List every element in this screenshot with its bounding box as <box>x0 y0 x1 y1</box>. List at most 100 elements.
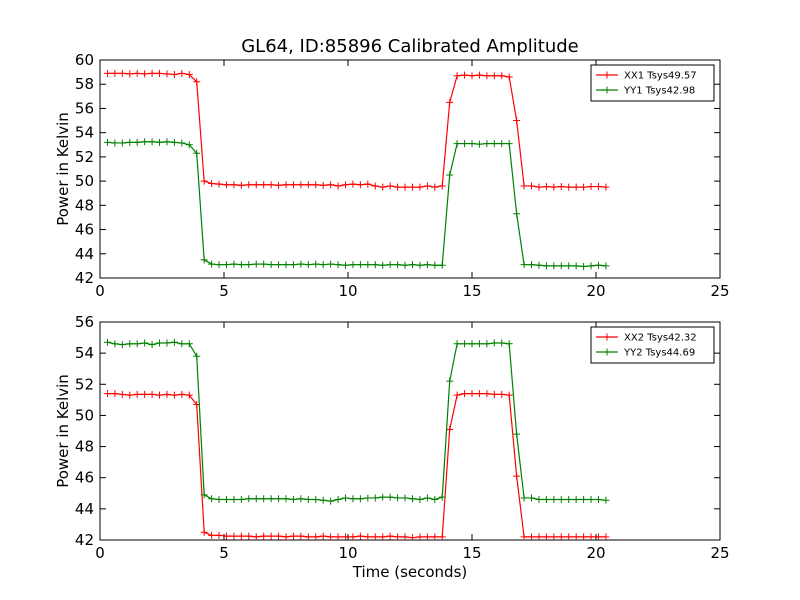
data-point <box>498 72 506 80</box>
y-tick-label: 60 <box>75 51 94 69</box>
data-point <box>468 72 476 80</box>
data-point <box>275 261 283 269</box>
data-point <box>178 139 186 147</box>
data-point <box>267 261 275 269</box>
data-point <box>327 260 335 268</box>
data-point <box>141 339 149 347</box>
data-point <box>542 496 550 504</box>
data-point <box>267 181 275 189</box>
y-tick-label: 58 <box>75 75 94 93</box>
data-point <box>461 390 469 398</box>
series-line <box>107 341 606 502</box>
data-point <box>542 183 550 191</box>
data-point <box>594 533 602 540</box>
data-point <box>461 340 469 348</box>
subplot-2: 0 5 10 15 20 25 42 44 46 48 50 52 54 56 Power in Kelvi… <box>54 313 730 581</box>
data-point <box>602 496 610 504</box>
data-point <box>349 180 357 188</box>
data-point <box>475 390 483 398</box>
data-point <box>528 533 536 540</box>
data-point <box>304 496 312 504</box>
data-point <box>364 533 372 540</box>
data-point <box>334 182 342 190</box>
data-point <box>193 78 201 86</box>
data-point <box>371 182 379 190</box>
data-point <box>252 260 260 268</box>
data-point <box>342 261 350 269</box>
data-point <box>356 261 364 269</box>
data-point <box>208 495 216 503</box>
legend-label: XX2 Tsys42.32 <box>624 333 697 344</box>
data-point <box>528 182 536 190</box>
data-point <box>319 532 327 540</box>
data-point <box>260 532 268 540</box>
data-point <box>528 494 536 502</box>
data-point <box>446 377 454 385</box>
data-point <box>111 340 119 348</box>
data-point <box>416 533 424 540</box>
data-point <box>245 495 253 503</box>
data-point <box>520 533 528 540</box>
data-point <box>126 138 134 146</box>
data-point <box>141 390 149 398</box>
data-point <box>222 181 230 189</box>
data-point <box>557 496 565 504</box>
data-point <box>111 390 119 398</box>
data-point <box>461 140 469 148</box>
data-point <box>550 183 558 191</box>
data-point <box>111 139 119 147</box>
data-point <box>594 496 602 504</box>
data-point <box>513 117 521 125</box>
data-point <box>208 531 216 539</box>
x-tick-label: 5 <box>219 282 229 300</box>
data-point <box>483 340 491 348</box>
data-point <box>513 472 521 480</box>
data-point <box>379 261 387 269</box>
data-point <box>594 261 602 269</box>
y-tick-label: 52 <box>75 148 94 166</box>
data-point <box>394 183 402 191</box>
data-point <box>580 533 588 540</box>
data-point <box>193 352 201 360</box>
data-point <box>408 534 416 540</box>
data-point <box>542 262 550 270</box>
data-point <box>185 71 193 79</box>
data-point <box>156 69 164 77</box>
data-point <box>594 183 602 191</box>
data-point <box>237 496 245 504</box>
data-point <box>304 261 312 269</box>
data-point <box>334 261 342 269</box>
series-1 <box>103 69 610 191</box>
data-point <box>230 260 238 268</box>
x-tick-label: 25 <box>710 282 729 300</box>
data-point <box>170 391 178 399</box>
series-1 <box>103 390 610 540</box>
data-point <box>215 180 223 188</box>
data-point <box>394 261 402 269</box>
data-point <box>408 183 416 191</box>
data-point <box>364 180 372 188</box>
data-point <box>505 73 513 81</box>
data-point <box>572 262 580 270</box>
data-point <box>178 390 186 398</box>
data-point <box>401 533 409 540</box>
data-point <box>483 390 491 398</box>
data-point <box>505 391 513 399</box>
data-point <box>557 533 565 540</box>
data-point <box>565 183 573 191</box>
y-tick-label: 44 <box>75 500 94 518</box>
data-point <box>580 262 588 270</box>
y-tick-label: 42 <box>75 531 94 549</box>
data-point <box>498 339 506 347</box>
series-2 <box>103 138 610 270</box>
data-point <box>148 69 156 77</box>
data-point <box>289 181 297 189</box>
legend-marker <box>603 71 611 79</box>
y-tick-label: 54 <box>75 344 94 362</box>
data-point <box>141 138 149 146</box>
data-point <box>438 493 446 501</box>
data-point <box>312 533 320 540</box>
x-tick-label: 20 <box>586 544 605 562</box>
data-point <box>416 496 424 504</box>
